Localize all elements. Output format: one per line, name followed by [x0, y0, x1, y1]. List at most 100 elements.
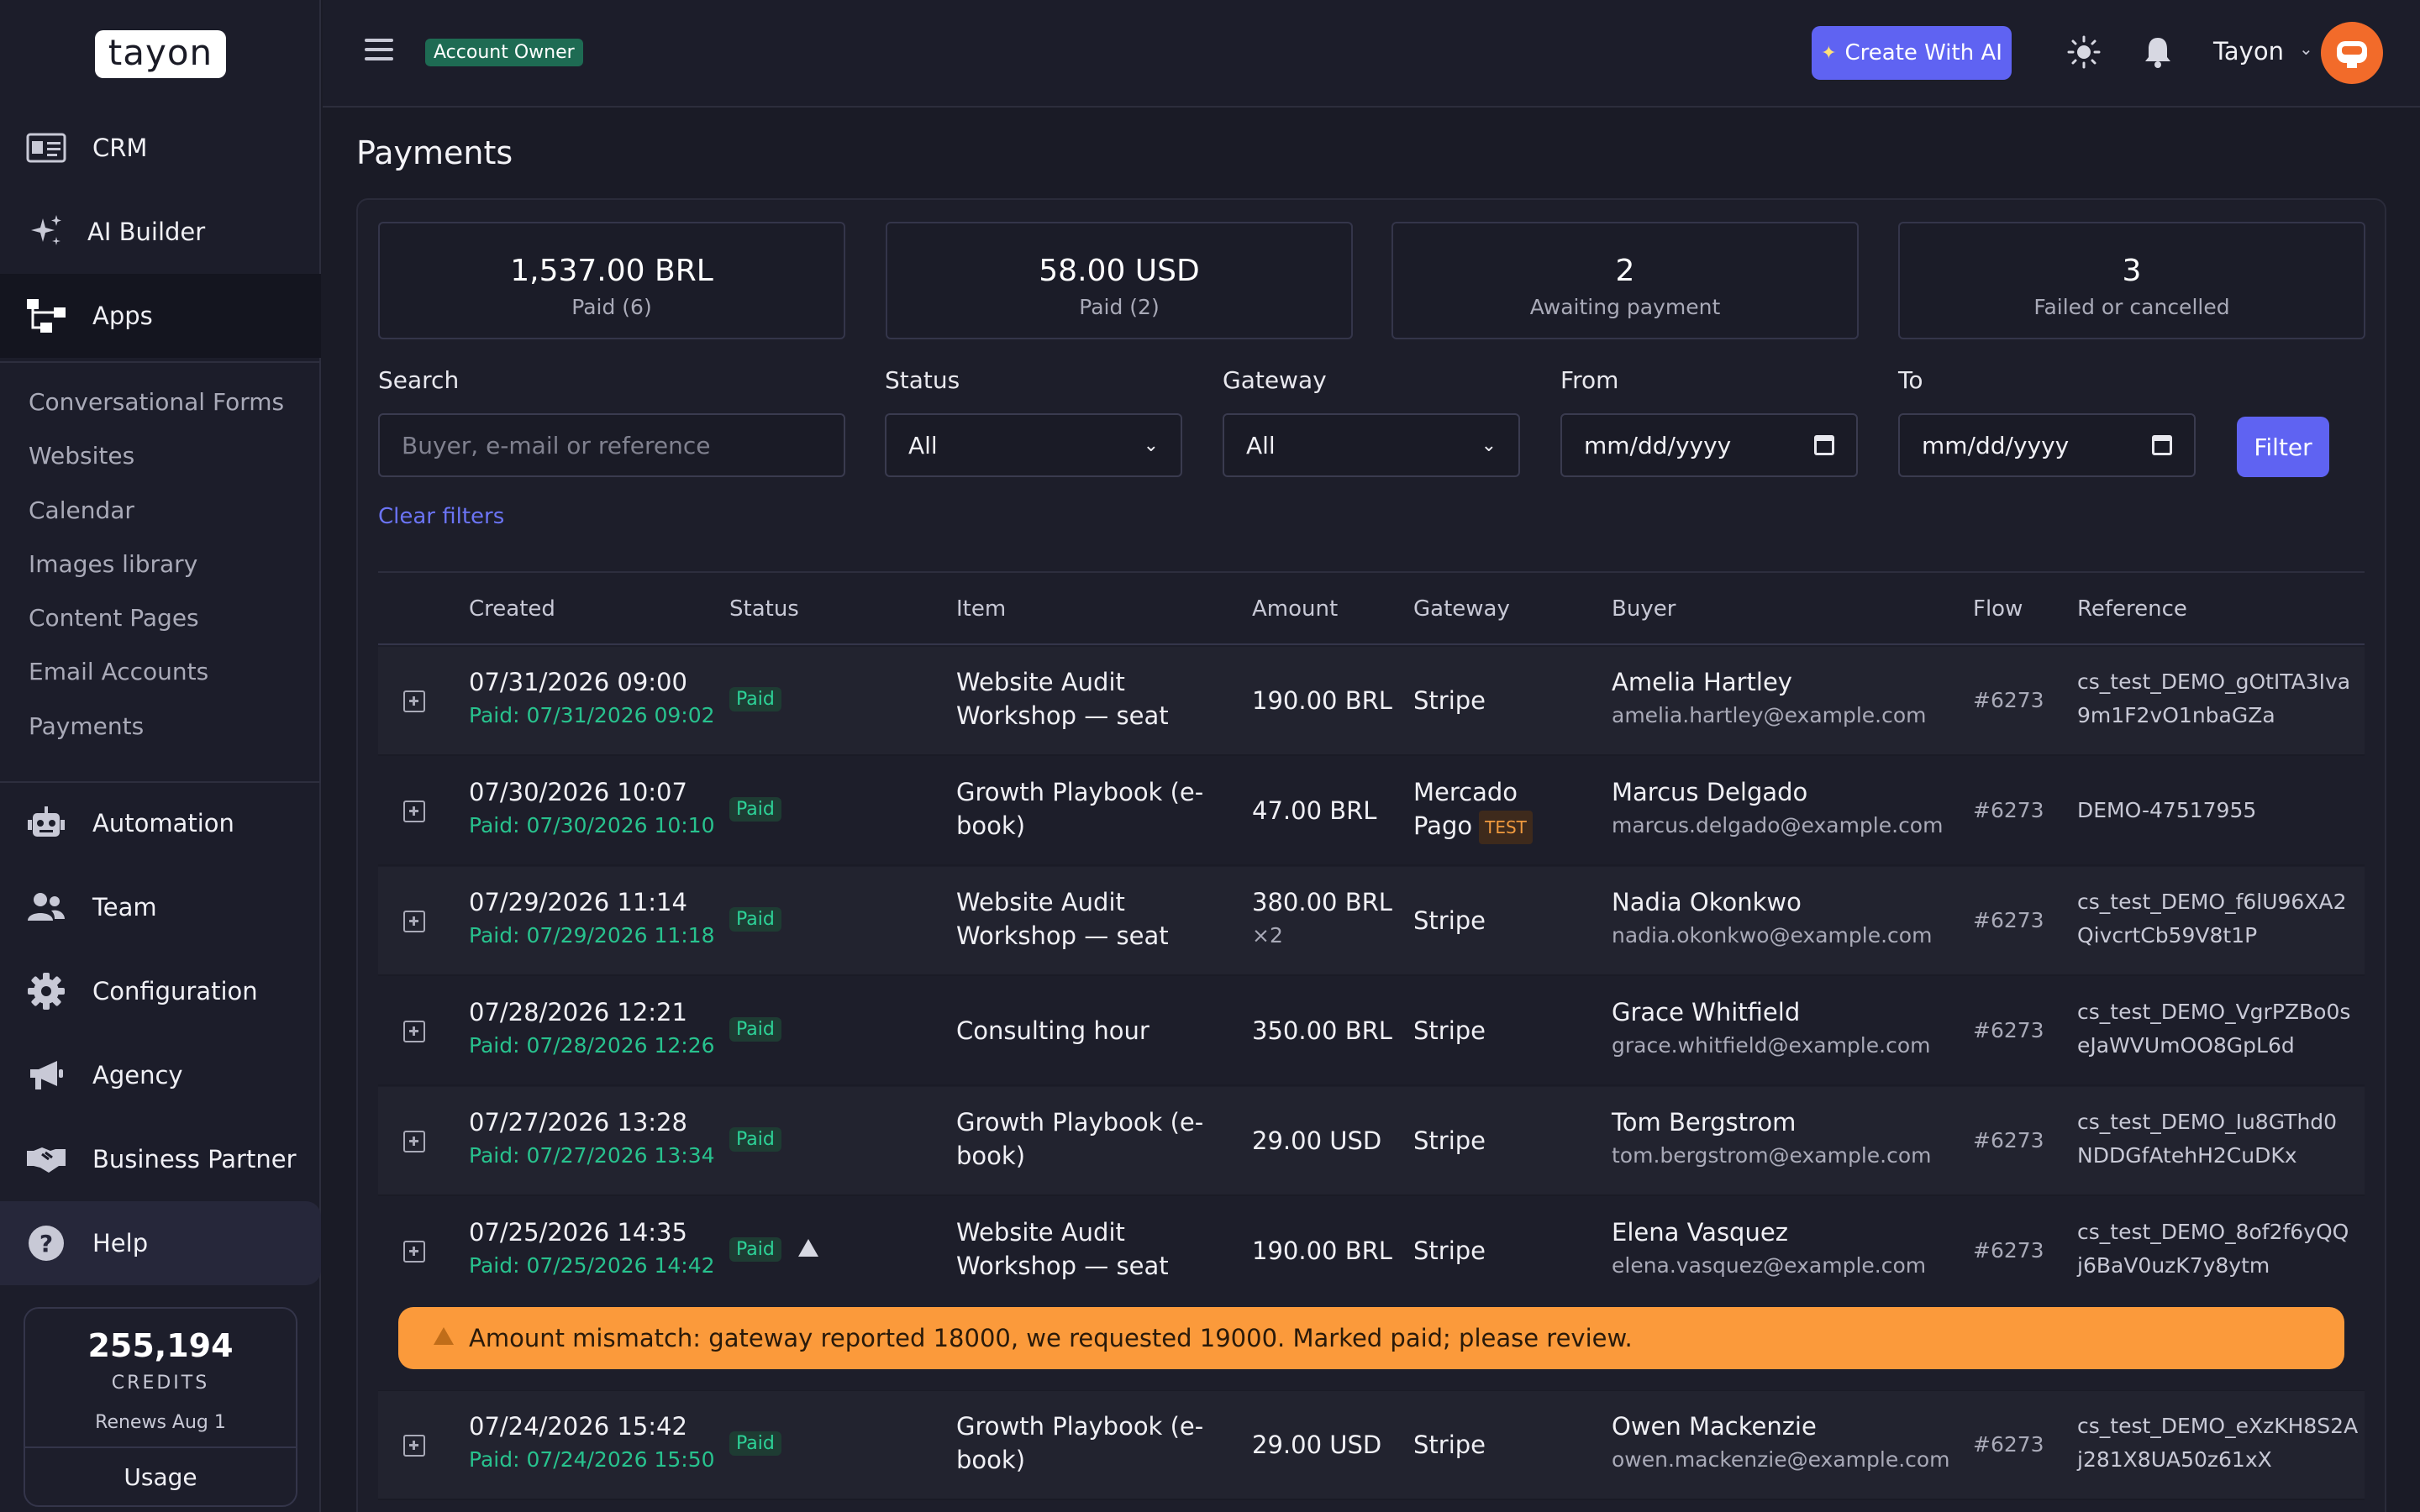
reference-line-2: QivcrtCb59V8t1P [2077, 923, 2258, 948]
filter-button[interactable]: Filter [2237, 417, 2329, 477]
flow-link[interactable]: #6273 [1973, 798, 2044, 822]
page-title: Payments [356, 134, 513, 171]
stat-value: 3 [2122, 254, 2142, 288]
sidebar-item-agency[interactable]: Agency [0, 1033, 321, 1117]
sidebar-item-team[interactable]: Team [0, 865, 321, 949]
gateway-select[interactable]: All ⌄ [1223, 413, 1520, 477]
submenu-conversational-forms[interactable]: Conversational Forms [29, 388, 285, 416]
sidebar-item-configuration[interactable]: Configuration [0, 949, 321, 1033]
from-date-input[interactable]: mm/dd/yyyy [1560, 413, 1858, 477]
topbar: Account Owner ✦ Create With AI Tayon ⌄ [323, 0, 2420, 108]
created-date: 07/28/2026 12:21 [469, 998, 687, 1026]
logo[interactable]: tayon [94, 29, 227, 78]
theme-toggle-sun-icon[interactable] [2065, 34, 2102, 71]
gateway-name-2: Pago [1413, 811, 1473, 840]
status-select[interactable]: All ⌄ [885, 413, 1182, 477]
sidebar-item-apps[interactable]: Apps [0, 274, 321, 358]
to-date-input[interactable]: mm/dd/yyyy [1898, 413, 2196, 477]
status-badge: Paid [729, 1237, 781, 1262]
usage-button[interactable]: Usage [25, 1446, 296, 1505]
flow-link[interactable]: #6273 [1973, 1238, 2044, 1263]
expand-row-icon[interactable] [403, 690, 425, 712]
flow-link[interactable]: #6273 [1973, 1018, 2044, 1042]
flow-link[interactable]: #6273 [1973, 688, 2044, 712]
col-item[interactable]: Item [956, 596, 1007, 622]
expand-row-icon[interactable] [403, 801, 425, 822]
gateway-cell: Stripe [1413, 686, 1486, 715]
flow-link[interactable]: #6273 [1973, 1432, 2044, 1457]
col-flow[interactable]: Flow [1973, 596, 2023, 622]
item-line-1: Growth Playbook (e- [956, 1108, 1204, 1137]
expand-row-icon[interactable] [403, 1435, 425, 1457]
reference-line-2: eJaWVUmOO8GpL6d [2077, 1033, 2295, 1058]
submenu-images-library[interactable]: Images library [29, 550, 198, 578]
created-cell: 07/24/2026 15:42 Paid: 07/24/2026 15:50 [469, 1410, 715, 1477]
sidebar-item-crm[interactable]: CRM [0, 106, 321, 190]
item-cell: Website Audit Workshop — seat [956, 1215, 1169, 1283]
table-row[interactable]: 07/31/2026 09:00 Paid: 07/31/2026 09:02 … [378, 647, 2365, 756]
paid-date: Paid: 07/31/2026 09:02 [469, 703, 715, 727]
status-badge: Paid [729, 1431, 781, 1456]
table-row[interactable]: 07/28/2026 12:21 Paid: 07/28/2026 12:26 … [378, 977, 2365, 1086]
created-date: 07/31/2026 09:00 [469, 668, 687, 696]
bell-icon[interactable] [2139, 34, 2176, 71]
col-buyer[interactable]: Buyer [1612, 596, 1676, 622]
table-row[interactable]: 07/30/2026 10:07 Paid: 07/30/2026 10:10 … [378, 757, 2365, 866]
search-input[interactable]: Buyer, e-mail or reference [378, 413, 845, 477]
status-select-value: All [908, 431, 938, 459]
sidebar-item-ai-builder[interactable]: AI Builder [0, 190, 321, 274]
expand-row-icon[interactable] [403, 1241, 425, 1263]
buyer-cell: Elena Vasquez elena.vasquez@example.com [1612, 1215, 1926, 1283]
table-row[interactable]: 07/24/2026 15:42 Paid: 07/24/2026 15:50 … [378, 1391, 2365, 1500]
sidebar-item-label: AI Builder [87, 218, 206, 246]
sidebar-item-help[interactable]: ? Help [0, 1201, 321, 1285]
expand-row-icon[interactable] [403, 1021, 425, 1042]
flow-link[interactable]: #6273 [1973, 908, 2044, 932]
question-icon: ? [25, 1222, 67, 1264]
created-date: 07/27/2026 13:28 [469, 1108, 687, 1137]
col-gateway[interactable]: Gateway [1413, 596, 1510, 622]
table-row[interactable]: 07/27/2026 13:28 Paid: 07/27/2026 13:34 … [378, 1087, 2365, 1196]
buyer-email: marcus.delgado@example.com [1612, 813, 1944, 837]
clear-filters-link[interactable]: Clear filters [378, 504, 505, 529]
sidebar-item-business-partner[interactable]: Business Partner [0, 1117, 321, 1201]
chevron-down-icon[interactable]: ⌄ [2299, 39, 2313, 59]
amount-cell: 190.00 BRL [1252, 686, 1392, 715]
col-created[interactable]: Created [469, 596, 555, 622]
item-cell: Growth Playbook (e- book) [956, 1105, 1203, 1173]
col-status[interactable]: Status [729, 596, 799, 622]
menu-icon[interactable] [365, 39, 393, 67]
sidebar-item-automation[interactable]: Automation [0, 781, 321, 865]
chevron-down-icon: ⌄ [1143, 434, 1159, 456]
calendar-icon[interactable] [1814, 435, 1834, 455]
status-badge: Paid [729, 907, 781, 932]
warning-icon[interactable] [798, 1239, 818, 1257]
gateway-cell: Mercado Pago TEST [1413, 775, 1533, 844]
sidebar-item-label: Agency [92, 1061, 183, 1089]
reference-cell: cs_test_DEMO_f6lU96XA2 QivcrtCb59V8t1P [2077, 885, 2346, 953]
user-menu[interactable]: Tayon [2213, 37, 2284, 66]
col-amount[interactable]: Amount [1252, 596, 1339, 622]
submenu-content-pages[interactable]: Content Pages [29, 604, 199, 632]
submenu-websites[interactable]: Websites [29, 442, 135, 470]
reference-line-2: j6BaV0uzK7y8ytm [2077, 1253, 2270, 1278]
table-row[interactable]: 07/29/2026 11:14 Paid: 07/29/2026 11:18 … [378, 867, 2365, 976]
to-label: To [1898, 366, 1923, 394]
submenu-email-accounts[interactable]: Email Accounts [29, 658, 209, 685]
avatar[interactable] [2321, 22, 2383, 84]
col-reference[interactable]: Reference [2077, 596, 2187, 622]
create-with-ai-button[interactable]: ✦ Create With AI [1812, 26, 2012, 80]
submenu-payments[interactable]: Payments [29, 712, 145, 740]
created-date: 07/30/2026 10:07 [469, 778, 687, 806]
expand-row-icon[interactable] [403, 911, 425, 932]
buyer-name: Grace Whitfield [1612, 998, 1801, 1026]
calendar-icon[interactable] [2152, 435, 2172, 455]
sidebar-item-label: Business Partner [92, 1145, 297, 1173]
stat-label: Failed or cancelled [2033, 295, 2230, 319]
expand-row-icon[interactable] [403, 1131, 425, 1152]
buyer-email: tom.bergstrom@example.com [1612, 1143, 1932, 1168]
gateway-select-value: All [1246, 431, 1276, 459]
logo-area[interactable]: tayon [0, 0, 321, 108]
flow-link[interactable]: #6273 [1973, 1128, 2044, 1152]
submenu-calendar[interactable]: Calendar [29, 496, 134, 524]
